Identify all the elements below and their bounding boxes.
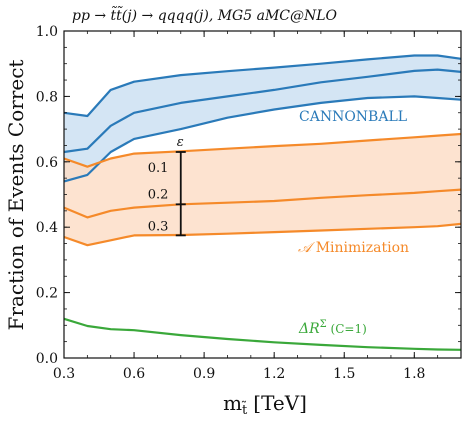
series-line-aminim-upper	[63, 132, 462, 168]
x-axis-label-unit: [TeV]	[253, 391, 307, 415]
y-tick-label: 1.0	[36, 24, 58, 40]
y-tick-label: 0.0	[36, 351, 58, 367]
annotation-aminimization-symbol: 𝒜	[298, 240, 315, 256]
y-tick-label: 0.8	[36, 89, 58, 105]
y-tick-label: 0.4	[36, 220, 58, 236]
epsilon-level-label: 0.2	[148, 187, 169, 202]
tick-layer: 0.3 0.6 0.9 1.2 1.5 1.8 0.0 0.2 0.4 0.6 0.8 1.0	[36, 24, 462, 382]
series-line-cannonball-middle	[63, 68, 462, 154]
x-axis-label: mt̃ [TeV]	[223, 391, 307, 418]
x-axis-label-main: m	[223, 391, 242, 415]
x-tick-label: 1.5	[333, 366, 355, 382]
x-axis-label-sub: t̃	[241, 401, 248, 418]
x-tick-label: 0.9	[193, 366, 215, 382]
y-axis-label: Fraction of Events Correct	[4, 60, 28, 331]
band-layer	[64, 55, 461, 246]
series-line-cannonball-upper	[63, 54, 462, 118]
annotation-deltar-symbol: ΔR	[298, 321, 320, 337]
epsilon-symbol: ε	[177, 135, 184, 150]
annotation-aminimization: 𝒜 Minimization	[298, 240, 409, 256]
epsilon-indicator: 0.1 0.2 0.3 ε	[148, 135, 186, 237]
epsilon-level-label: 0.3	[148, 219, 169, 234]
series-line-aminim-middle	[63, 188, 462, 219]
x-tick-label: 1.8	[403, 366, 425, 382]
series-line-cannonball-lower	[63, 95, 462, 183]
aminim-band	[64, 134, 461, 246]
annotation-deltar-rest: (C=1)	[327, 322, 367, 336]
series-line-deltar-single	[63, 317, 462, 351]
line-layer	[63, 54, 462, 351]
annotation-aminimization-text: Minimization	[311, 240, 409, 256]
annotation-deltar-sup: Σ	[320, 319, 327, 330]
x-tick-label: 0.3	[53, 366, 75, 382]
chart-title: pp → t̃t̃(j) → qqqq(j), MG5 aMC@NLO	[72, 5, 338, 24]
annotation-deltar: ΔRΣ (C=1)	[298, 319, 367, 337]
annotation-cannonball: CANNONBALL	[299, 109, 407, 125]
series-line-aminim-lower	[63, 222, 462, 247]
y-tick-label: 0.2	[36, 286, 58, 302]
epsilon-level-label: 0.1	[148, 161, 169, 176]
x-tick-label: 0.6	[123, 366, 145, 382]
cannonball-band	[64, 55, 461, 182]
x-tick-label: 1.2	[263, 366, 285, 382]
y-tick-label: 0.6	[36, 155, 58, 171]
